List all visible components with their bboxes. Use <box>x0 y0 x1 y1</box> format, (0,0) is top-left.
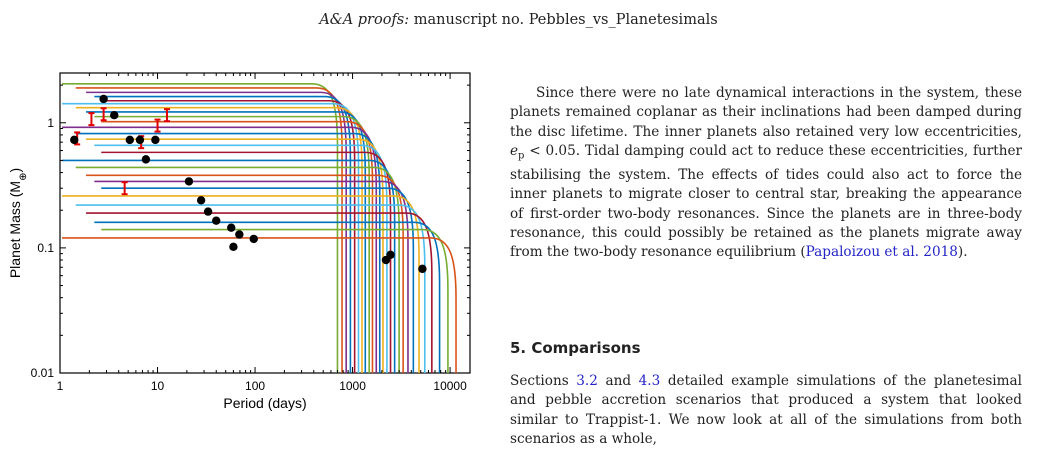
y-tick-label: 1 <box>47 116 54 130</box>
y-axis-ticks: 0.01 0.1 1 <box>31 84 470 380</box>
final-planet-point <box>184 177 194 186</box>
observed-planet-errorbar <box>88 112 95 127</box>
curve-24 <box>101 228 449 373</box>
y-label-sub: ⊕ <box>18 173 29 181</box>
final-planet-point <box>135 135 145 145</box>
curve-22 <box>86 212 433 373</box>
y-axis-label: Planet Mass (M⊕) <box>7 168 29 278</box>
x-axis-ticks: 1 10 100 1000 10000 <box>57 73 467 393</box>
eccentricity-symbol: e <box>510 142 519 159</box>
final-planet-point <box>151 135 160 145</box>
observed-planet-errorbar <box>163 108 170 123</box>
final-planet-point <box>249 234 258 244</box>
final-planet-point <box>203 207 213 216</box>
final-planet-point <box>141 155 151 164</box>
plot-frame <box>59 72 471 374</box>
observed-planet-errorbar <box>100 107 107 122</box>
final-planet-point <box>110 110 119 120</box>
final-planet-point <box>227 223 236 232</box>
x-tick-label: 10000 <box>433 379 467 393</box>
p2-part-a: Sections <box>510 373 577 389</box>
curve-14 <box>101 151 392 373</box>
evolution-curves <box>62 82 457 373</box>
curve-7 <box>86 111 367 373</box>
curve-11 <box>75 132 381 373</box>
manuscript-id: manuscript no. Pebbles_vs_Planetesimals <box>413 12 718 28</box>
running-header: A&A proofs: manuscript no. Pebbles_vs_Pl… <box>0 12 1037 28</box>
eccentricity-sub: p <box>518 150 525 162</box>
p1-part-c: ). <box>957 244 968 261</box>
final-planet-point <box>386 250 395 260</box>
curve-19 <box>101 187 415 373</box>
curve-1 <box>75 87 343 373</box>
paragraph-1: Since there were no late dynamical inter… <box>510 84 1022 262</box>
p2-part-c: detailed example simulations of the plan… <box>510 373 1022 447</box>
p1-part-a: Since there were no late dynamical inter… <box>510 85 1022 140</box>
final-planet-point <box>418 264 427 274</box>
section-heading: 5. Comparisons <box>510 339 641 357</box>
curve-18 <box>94 180 409 373</box>
final-planet-point <box>70 135 79 145</box>
final-planet-point <box>196 196 206 205</box>
observed-planet-errorbar <box>154 118 161 133</box>
p1-part-b: < 0.05. Tidal damping could act to reduc… <box>510 142 1022 261</box>
journal-name: A&A proofs: <box>319 12 410 28</box>
x-axis-label: Period (days) <box>223 395 306 411</box>
curve-15 <box>62 159 396 373</box>
curve-6 <box>75 106 363 373</box>
x-tick-label: 1000 <box>339 379 366 393</box>
x-tick-label: 1 <box>57 379 64 393</box>
observed-planet-errorbar <box>121 181 128 196</box>
y-tick-label: 0.01 <box>31 366 55 380</box>
curve-0 <box>62 82 339 373</box>
curve-4 <box>101 99 356 373</box>
final-planet-point <box>229 242 238 252</box>
y-label-close: ) <box>7 168 23 173</box>
curve-23 <box>94 221 441 373</box>
paragraph-2: Sections 3.2 and 4.3 detailed example si… <box>510 372 1022 449</box>
ref-section-3-2[interactable]: 3.2 <box>576 373 598 389</box>
p2-part-b: and <box>597 373 639 389</box>
data-points <box>70 94 427 274</box>
mass-period-figure: 1 10 100 1000 10000 0.01 0.1 1 Period (days) P… <box>7 72 471 411</box>
curve-25 <box>62 237 457 373</box>
y-tick-label: 0.1 <box>37 241 54 255</box>
ref-section-4-3[interactable]: 4.3 <box>638 373 661 389</box>
curve-2 <box>86 91 347 373</box>
curve-12 <box>86 138 384 373</box>
x-tick-label: 10 <box>151 379 165 393</box>
final-planet-point <box>99 94 108 104</box>
y-label-main: Planet Mass (M <box>7 181 23 278</box>
citation-papaloizou[interactable]: Papaloizou et al. 2018 <box>805 244 958 261</box>
final-planet-point <box>235 230 244 239</box>
curve-10 <box>62 126 378 373</box>
final-planet-point <box>212 216 221 225</box>
x-tick-label: 100 <box>245 379 265 393</box>
curve-21 <box>75 204 426 373</box>
curve-13 <box>94 144 388 373</box>
final-planet-point <box>125 135 135 145</box>
